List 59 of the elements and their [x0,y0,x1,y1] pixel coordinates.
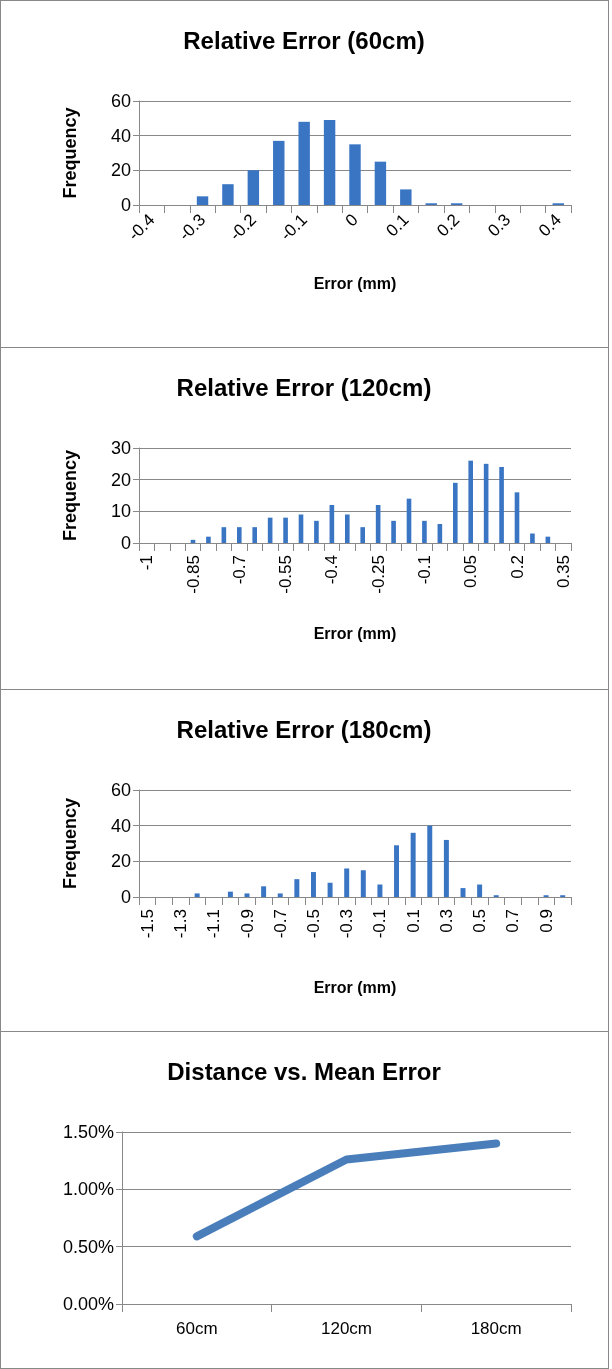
y-tick-label: 40 [110,125,131,146]
x-tick-label: -0.4 [322,555,342,585]
x-tick-label: 0.2 [433,210,464,241]
y-tick-label: 30 [110,438,131,458]
chart-title: Relative Error (180cm) [176,715,432,743]
y-tick-label: 0.00% [62,1294,114,1314]
x-tick-label: -0.7 [270,909,290,939]
chart-title: Relative Error (120cm) [176,373,432,401]
x-tick-label: -1.5 [137,909,157,939]
x-tick-label: -0.1 [276,210,311,245]
y-tick-label: 60 [110,780,131,800]
x-tick-label: 0.3 [436,909,456,933]
x-tick-label: -1 [137,555,157,571]
y-tick-label: 10 [110,501,131,522]
x-tick-label: 0.1 [382,210,413,241]
x-tick-label: 0.4 [534,210,566,241]
y-tick-label: 0 [120,887,131,907]
y-tick-label: 20 [110,160,131,181]
chart-title: Relative Error (60cm) [183,26,425,54]
x-tick-label: -0.1 [370,909,390,939]
x-tick-label: 0 [341,210,362,231]
x-tick-label: -0.3 [175,210,210,245]
x-tick-label: 0.1 [403,909,423,933]
x-tick-label: -1.3 [171,909,191,939]
x-tick-label: 120cm [320,1319,373,1338]
x-axis-title: Error (mm) [313,274,397,292]
x-tick-label: -0.7 [229,555,249,585]
y-tick-label: 1.50% [62,1122,114,1142]
x-tick-label: 0.2 [507,555,527,579]
y-tick-label: 20 [110,851,131,872]
x-tick-label: -1.1 [204,909,224,939]
y-tick-label: 1.00% [62,1179,114,1200]
x-tick-label: -0.2 [225,210,261,245]
x-tick-label: 0.9 [536,909,556,933]
y-tick-label: 60 [110,91,131,111]
x-axis-title: Error (mm) [313,978,397,996]
y-axis-title: Frequency [60,797,80,890]
x-tick-label: -0.9 [237,909,257,939]
x-tick-label: 0.7 [503,909,523,933]
y-axis-title: Frequency [60,449,80,542]
chart-title: Distance vs. Mean Error [167,1057,441,1085]
x-tick-label: -0.3 [337,909,357,939]
x-tick-label: 60cm [176,1319,218,1338]
x-tick-label: 0.05 [461,555,481,589]
y-tick-label: 40 [110,815,131,836]
y-tick-label: 0.50% [62,1236,114,1257]
x-tick-label: 0.35 [553,555,573,589]
y-tick-label: 0 [120,533,131,553]
x-tick-label: -0.85 [183,555,203,594]
x-tick-label: 180cm [470,1319,522,1338]
x-tick-label: -0.1 [414,555,434,585]
x-tick-label: 0.5 [470,909,490,933]
x-tick-label: -0.5 [303,909,323,939]
x-axis-title: Error (mm) [313,624,397,642]
x-tick-label: -0.55 [276,555,296,594]
x-tick-label: -0.25 [368,555,388,594]
x-tick-label: 0.3 [484,210,515,241]
y-axis-title: Frequency [60,107,80,199]
y-tick-label: 20 [110,469,131,490]
